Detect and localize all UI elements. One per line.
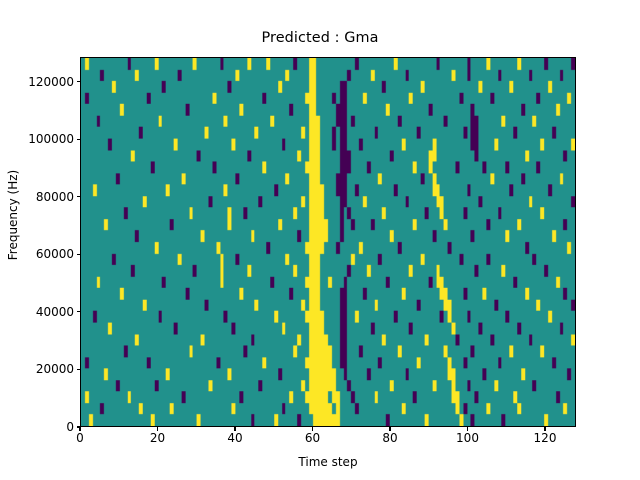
x-tick-mark: [79, 427, 81, 431]
y-tick-label: 100000: [28, 132, 74, 147]
y-tick-label: 20000: [35, 362, 74, 377]
x-tick-mark: [234, 427, 236, 431]
x-axis-label: Time step: [298, 455, 358, 469]
y-tick-label: 120000: [28, 74, 74, 89]
x-tick-mark: [389, 427, 391, 431]
heatmap-axes[interactable]: [80, 57, 576, 427]
x-tick-label: 40: [227, 431, 243, 445]
x-tick-label: 80: [382, 431, 398, 445]
x-tick-label: 100: [456, 431, 479, 445]
y-tick-label: 60000: [35, 247, 74, 262]
chart-title: Predicted : Gma: [261, 30, 379, 46]
x-tick-mark: [311, 427, 314, 431]
x-tick-mark: [466, 427, 469, 431]
y-axis-label: Frequency (Hz): [6, 169, 20, 261]
y-tick-label: 80000: [35, 189, 74, 204]
x-tick-mark: [544, 427, 546, 431]
x-tick-label: 20: [149, 431, 166, 445]
y-tick-label: 40000: [35, 304, 74, 319]
x-tick-label: 120: [533, 431, 557, 445]
x-tick-label: 60: [304, 431, 321, 445]
heatmap-image[interactable]: [81, 58, 575, 426]
x-tick-mark: [156, 427, 159, 431]
x-tick-label: 0: [76, 431, 84, 445]
y-tick-label: 0: [66, 420, 74, 434]
